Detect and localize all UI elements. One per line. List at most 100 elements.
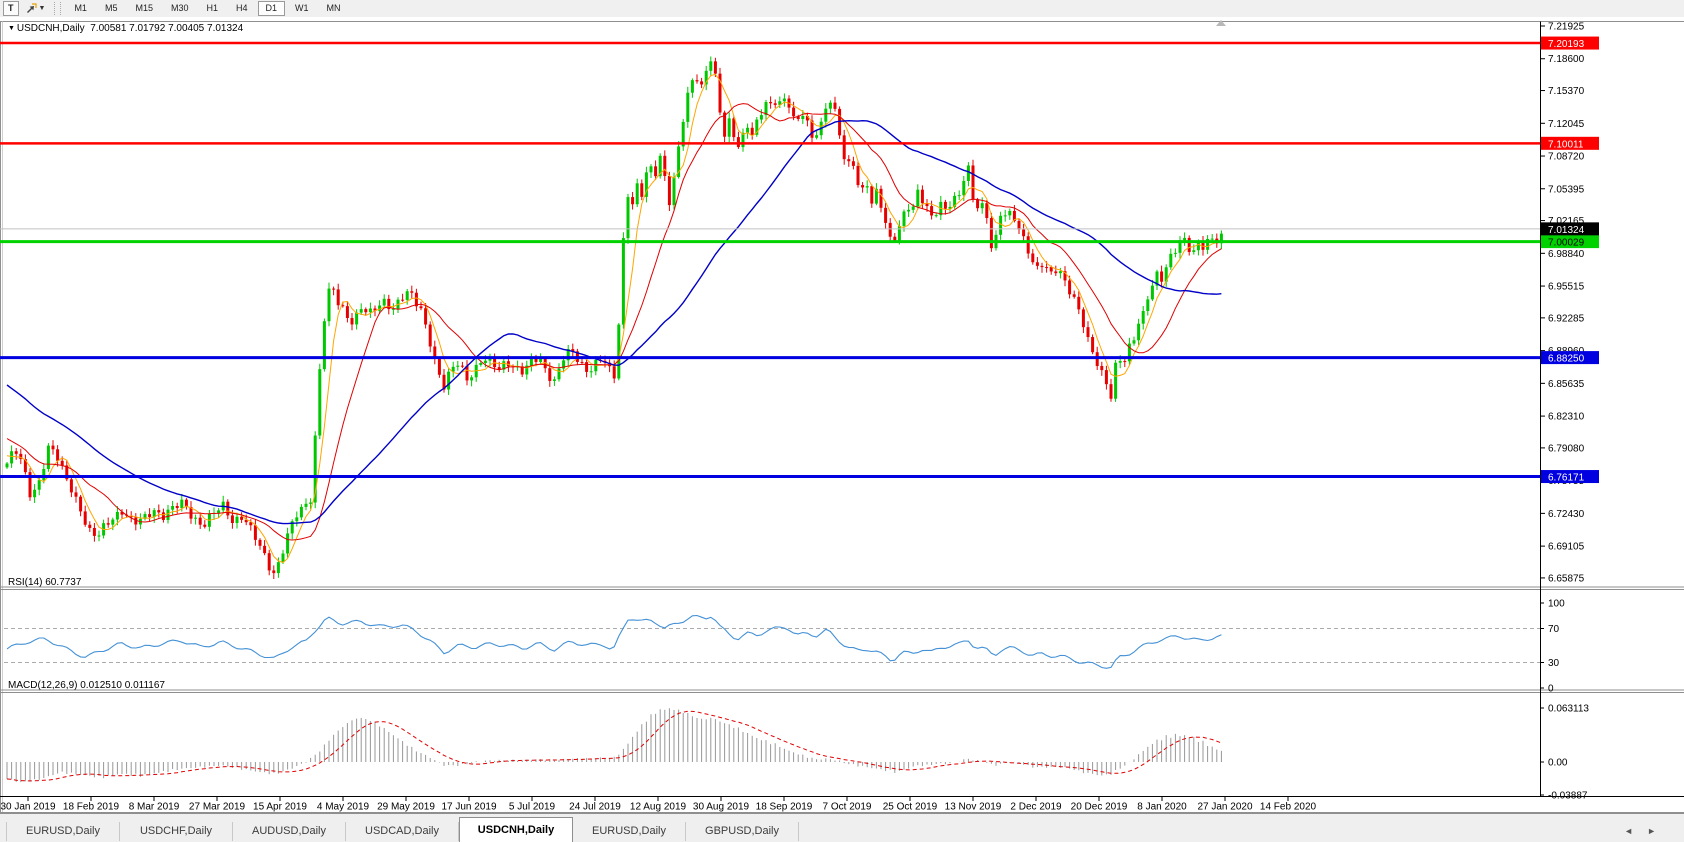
candle-body	[235, 516, 239, 523]
level-price-badge-4-label: 6.76171	[1548, 473, 1585, 484]
candle-body	[934, 215, 938, 217]
price-tick-label: 6.98840	[1548, 249, 1585, 260]
candle-body	[989, 218, 993, 249]
timeframe-button-m5[interactable]: M5	[104, 3, 118, 13]
macd-tick-label: 0.00	[1548, 758, 1568, 769]
candle-body	[401, 299, 405, 301]
candle-body	[764, 102, 768, 116]
candle-body	[1206, 238, 1210, 250]
chart-tab-usdchf-1[interactable]: USDCHF,Daily	[120, 822, 233, 841]
chart-window[interactable]: 7.21925 7.18600 7.15370 7.12045 7.08720 7.053…	[0, 17, 1684, 813]
candle-body	[1081, 309, 1085, 328]
candle-body	[1150, 285, 1154, 300]
chart-tab-usdcnh-4[interactable]: USDCNH,Daily	[459, 817, 573, 842]
candle-body	[520, 366, 524, 375]
time-tick-label: 25 Oct 2019	[883, 802, 938, 813]
macd-signal-line	[6, 710, 1222, 782]
candle-body	[350, 318, 354, 325]
candle-body	[1031, 253, 1035, 263]
timeframe-button-d1[interactable]: D1	[257, 1, 286, 16]
candle-body	[824, 108, 828, 122]
candle-body	[1132, 340, 1136, 344]
candle-body	[1109, 384, 1113, 399]
candle-body	[1141, 311, 1145, 324]
candle-body	[111, 519, 115, 525]
timeframe-button-h4[interactable]: H4	[236, 3, 248, 13]
chart-tab-audusd-2[interactable]: AUDUSD,Daily	[233, 822, 346, 841]
chart-shift-marker-icon[interactable]	[1216, 20, 1226, 26]
tab-scroll-left-icon[interactable]: ◄	[1624, 826, 1648, 836]
cursor-tool-icon	[26, 3, 37, 13]
candle-body	[957, 195, 961, 197]
candle-body	[1003, 215, 1007, 217]
candle-body	[470, 377, 474, 381]
candle-body	[447, 371, 451, 390]
timeframe-button-m15[interactable]: M15	[135, 3, 153, 13]
candle-body	[723, 112, 727, 137]
level-price-badge-4	[1541, 470, 1599, 484]
time-tick-label: 27 Mar 2019	[189, 802, 246, 813]
price-chart-canvas[interactable]: 7.21925 7.18600 7.15370 7.12045 7.08720 7.053…	[0, 17, 1684, 813]
chart-tab-eurusd-5[interactable]: EURUSD,Daily	[573, 822, 686, 841]
candle-body	[437, 358, 441, 375]
time-tick-label: 15 Apr 2019	[253, 802, 307, 813]
candle-body	[557, 368, 561, 380]
candle-body	[1196, 241, 1200, 251]
candle-body	[1114, 362, 1118, 399]
chart-tab-usdcad-3[interactable]: USDCAD,Daily	[346, 822, 459, 841]
text-tool-button[interactable]: T	[3, 1, 19, 16]
moving-average-slow	[6, 119, 1222, 525]
candle-body	[299, 506, 303, 518]
chart-tab-eurusd-0[interactable]: EURUSD,Daily	[6, 822, 120, 841]
candle-body	[313, 435, 317, 503]
candle-body	[686, 92, 690, 122]
candle-body	[805, 115, 809, 121]
price-tick-label: 6.92285	[1548, 313, 1585, 324]
timeframe-button-m1[interactable]: M1	[74, 3, 87, 13]
candle-body	[999, 215, 1003, 235]
candle-body	[456, 365, 460, 367]
candle-body	[276, 562, 280, 574]
candle-body	[635, 183, 639, 205]
cursor-tool-button[interactable]: ▼	[21, 1, 50, 16]
time-tick-label: 17 Jun 2019	[441, 802, 496, 813]
candle-body	[134, 517, 138, 525]
tab-scroll-right-icon[interactable]: ►	[1647, 826, 1670, 836]
chart-symbol: USDCNH,Daily	[16, 23, 85, 34]
candle-body	[345, 306, 349, 319]
candle-body	[1183, 237, 1187, 241]
timeframe-button-m30[interactable]: M30	[170, 3, 189, 13]
price-tick-label: 6.72430	[1548, 509, 1585, 520]
candle-body	[161, 512, 165, 520]
candle-body	[506, 361, 510, 367]
candle-body	[626, 197, 630, 239]
time-tick-label: 2 Dec 2019	[1010, 802, 1062, 813]
candle-body	[631, 197, 635, 205]
time-tick-label: 7 Oct 2019	[823, 802, 872, 813]
candle-body	[1058, 271, 1062, 274]
candle-body	[157, 510, 161, 513]
candle-body	[1210, 238, 1214, 240]
candle-body	[865, 186, 869, 188]
candle-body	[612, 366, 616, 379]
time-tick-label: 29 May 2019	[377, 802, 435, 813]
candle-body	[364, 309, 368, 313]
candle-body	[962, 180, 966, 196]
candle-body	[382, 298, 386, 306]
candle-body	[1022, 229, 1026, 237]
collapse-arrow-icon[interactable]: ▼	[8, 25, 17, 32]
chart-tab-gbpusd-6[interactable]: GBPUSD,Daily	[686, 822, 799, 841]
timeframe-button-w1[interactable]: W1	[295, 3, 309, 13]
candle-body	[663, 155, 667, 176]
candle-body	[327, 288, 331, 322]
time-axis: 30 Jan 2019 18 Feb 2019 8 Mar 2019 27 Mar 2…	[0, 797, 1317, 813]
candle-body	[322, 321, 326, 370]
candle-body	[1178, 240, 1182, 253]
chart-tabs: EURUSD,Daily USDCHF,Daily AUDUSD,Daily USDC…	[0, 814, 799, 842]
candle-body	[732, 118, 736, 138]
candle-body	[217, 510, 221, 513]
timeframe-button-h1[interactable]: H1	[206, 3, 219, 13]
dropdown-caret-icon: ▼	[38, 5, 46, 12]
level-price-badge-3	[1541, 351, 1599, 365]
timeframe-button-mn[interactable]: MN	[326, 3, 341, 13]
